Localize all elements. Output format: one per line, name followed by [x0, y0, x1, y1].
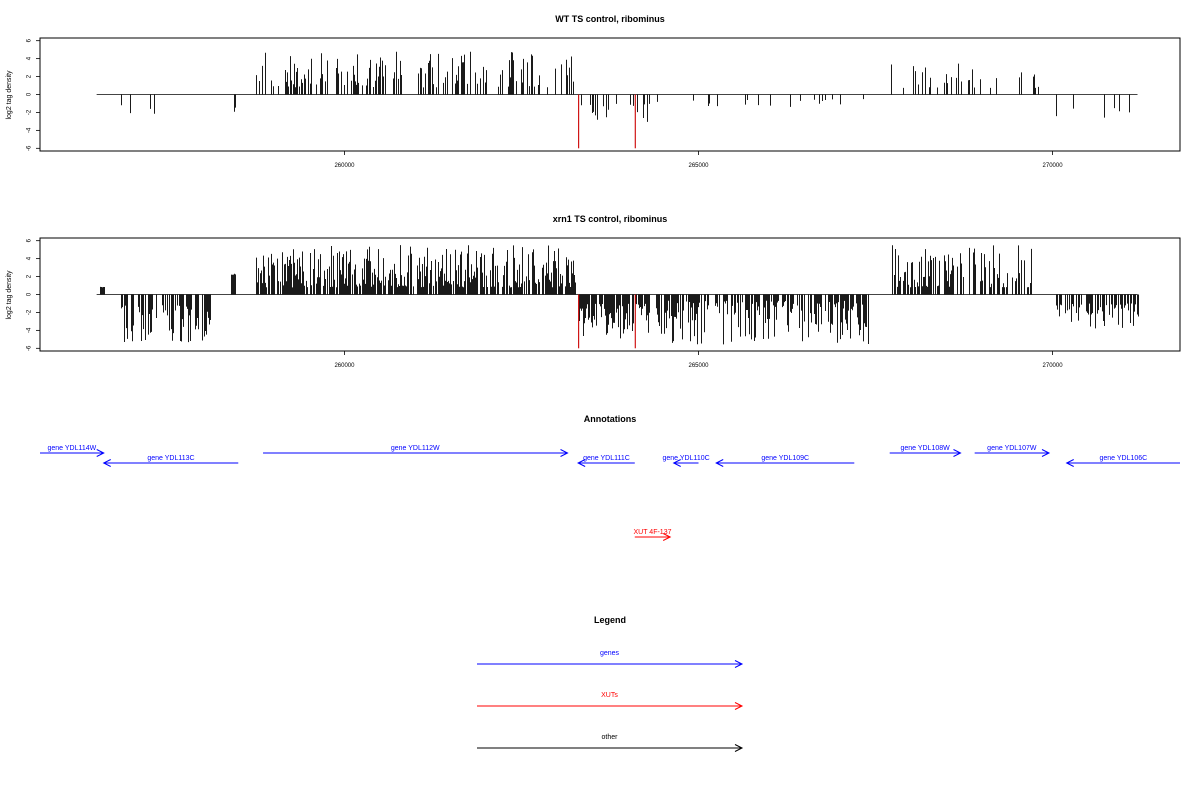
xrn1-x-tick-label: 260000: [334, 363, 355, 369]
annotation-arrow-head: [560, 449, 569, 457]
annotation-arrow-head: [96, 449, 105, 457]
xrn1-panel-title: xrn1 TS control, ribominus: [553, 214, 668, 224]
annotation-label: XUT 4F-137: [633, 529, 671, 536]
xrn1-y-tick-label: 0: [27, 292, 33, 296]
xrn1-y-tick-label: 6: [27, 238, 33, 242]
annotation-label: gene YDL110C: [663, 455, 710, 462]
xrn1-y-axis-label: log2 tag density: [6, 270, 13, 320]
legend-label: other: [602, 734, 619, 741]
legend-arrow-head: [734, 702, 744, 710]
wt-y-tick-label: 4: [27, 56, 33, 60]
annotation-arrow-head: [1041, 449, 1051, 457]
wt-y-axis: -6 -4 -2 0 2 4 6: [27, 38, 40, 151]
annotations-title: Annotations: [584, 414, 637, 424]
annotation-arrow-head: [577, 459, 586, 467]
annotation-label: gene YDL107W: [987, 445, 1037, 452]
annotation-label: gene YDL113C: [147, 455, 194, 462]
wt-y-tick-label: -2: [27, 109, 33, 115]
annotation-label: gene YDL106C: [1099, 455, 1147, 462]
legend-label: genes: [600, 650, 620, 657]
annotation-label: gene YDL111C: [583, 455, 630, 462]
wt-x-tick-label: 260000: [334, 163, 355, 169]
xrn1-y-tick-label: -2: [27, 309, 33, 315]
wt-y-tick-label: -6: [27, 145, 33, 151]
wt-x-axis: 260000 265000 270000: [334, 151, 1063, 169]
xrn1-density-bars: [96, 245, 1139, 349]
legend-title: Legend: [594, 615, 626, 625]
annotation-arrow-head: [102, 459, 111, 467]
legend-arrow-head: [734, 660, 744, 668]
xrn1-x-axis: 260000 265000 270000: [334, 351, 1063, 369]
xrn1-y-tick-label: -6: [27, 345, 33, 351]
annotation-arrow-head: [662, 533, 672, 541]
legend-arrow-head: [734, 744, 744, 752]
wt-y-tick-label: -4: [27, 127, 33, 133]
annotation-arrow-head: [715, 459, 724, 467]
wt-y-tick-label: 2: [27, 74, 33, 78]
legend-label: XUTs: [601, 692, 618, 699]
annotation-label: gene YDL108W: [900, 445, 950, 452]
annotation-label: gene YDL114W: [47, 445, 96, 452]
wt-y-tick-label: 0: [27, 92, 33, 96]
wt-y-axis-label: log2 tag density: [6, 70, 13, 120]
xrn1-y-axis: -6 -4 -2 0 2 4 6: [27, 238, 40, 351]
annotation-arrows: gene YDL114W gene YDL113C gene YDL112W gene…: [40, 445, 1180, 541]
wt-panel-title: WT TS control, ribominus: [555, 14, 665, 24]
annotation-arrow-head: [1065, 459, 1074, 467]
wt-x-tick-label: 265000: [688, 163, 709, 169]
xrn1-x-tick-label: 270000: [1043, 363, 1064, 369]
wt-density-panel: WT TS control, ribominus log2 tag densit…: [6, 14, 1181, 169]
xrn1-y-tick-label: 4: [27, 256, 33, 260]
wt-x-tick-label: 270000: [1043, 163, 1064, 169]
legend: Legend genes XUTs other: [477, 615, 744, 752]
xrn1-density-panel: xrn1 TS control, ribominus log2 tag dens…: [6, 214, 1181, 369]
wt-density-bars: [96, 51, 1138, 149]
xrn1-y-tick-label: 2: [27, 274, 33, 278]
xrn1-x-tick-label: 265000: [688, 363, 709, 369]
wt-y-tick-label: 6: [27, 38, 33, 42]
annotation-label: gene YDL112W: [391, 445, 440, 452]
xrn1-y-tick-label: -4: [27, 327, 33, 333]
legend-items: genes XUTs other: [477, 650, 744, 752]
annotation-arrow-head: [953, 449, 962, 457]
annotation-arrow-head: [672, 459, 681, 467]
annotation-label: gene YDL109C: [761, 455, 809, 462]
